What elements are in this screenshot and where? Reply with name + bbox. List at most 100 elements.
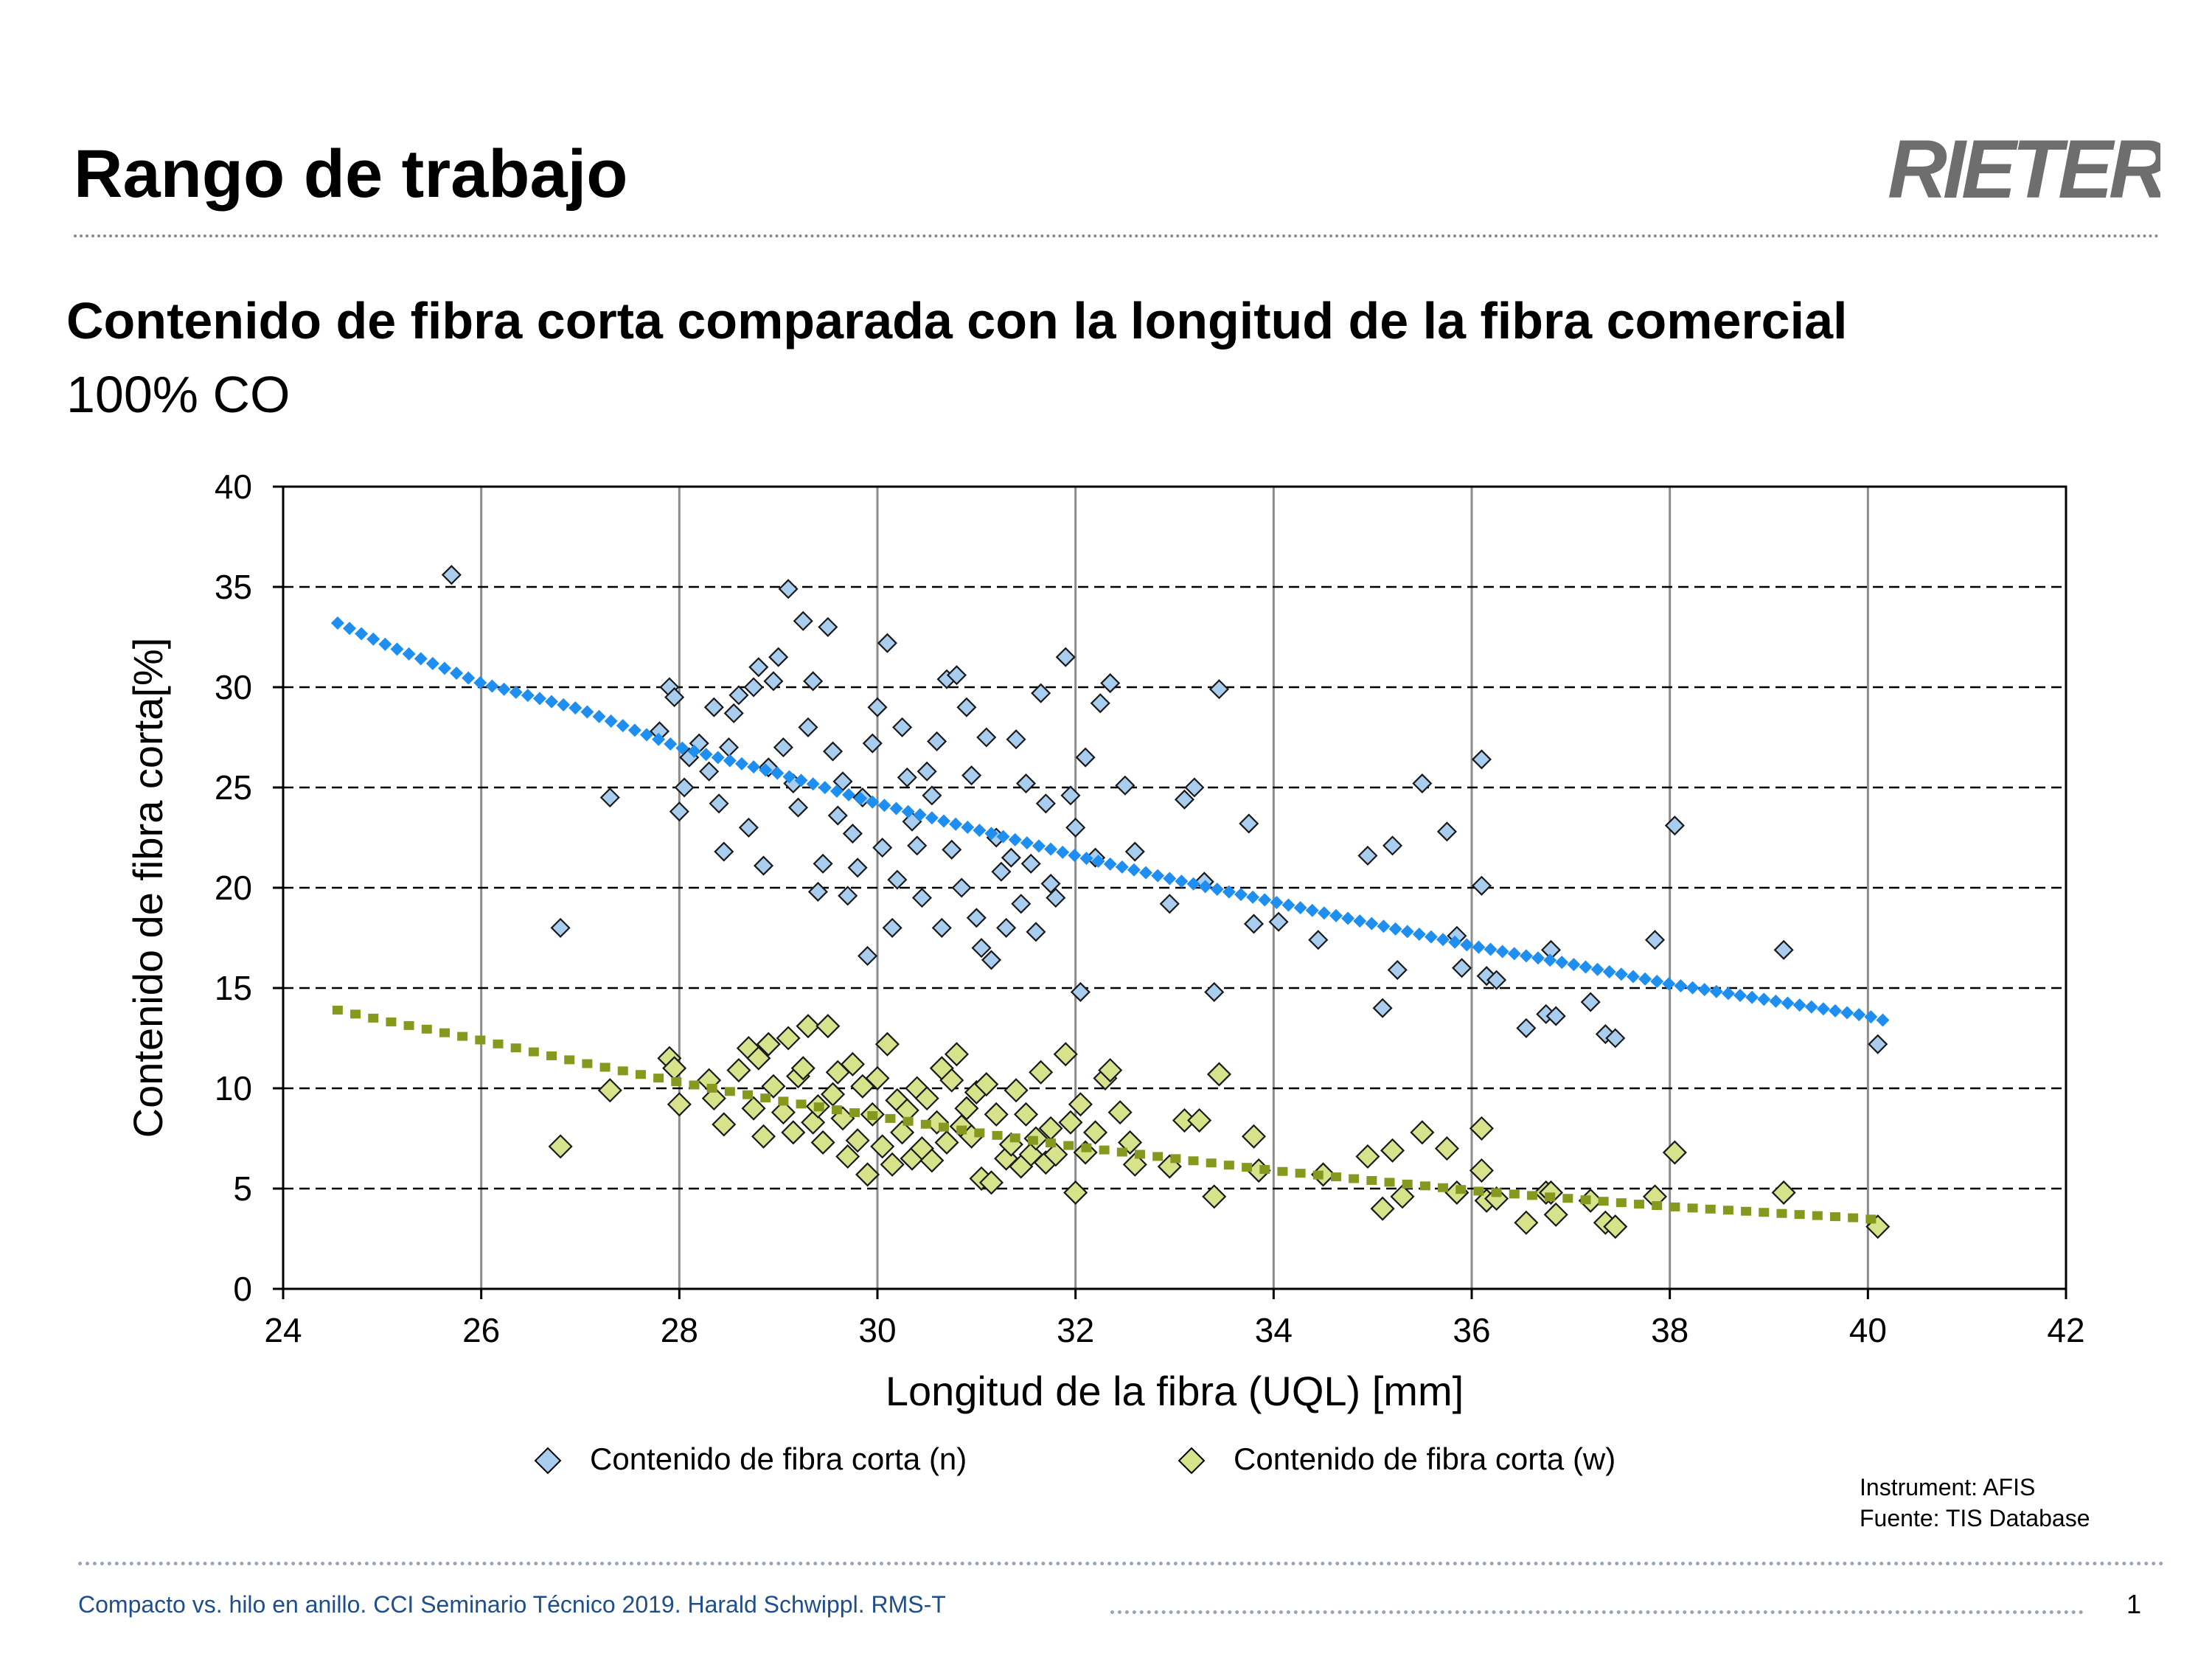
data-point-w — [751, 1124, 776, 1149]
trendline-n-marker — [866, 795, 880, 809]
trendline-n-marker — [1163, 872, 1177, 886]
data-point-n — [872, 838, 893, 858]
trendline-n-marker — [580, 705, 594, 719]
trendline-n-marker — [532, 692, 546, 706]
trendline-n-marker — [1448, 935, 1462, 949]
data-point-w — [1187, 1107, 1212, 1133]
data-point-n — [803, 671, 824, 692]
trendline-n-marker — [1186, 877, 1200, 891]
data-point-w — [914, 1086, 939, 1111]
trendline-w-marker — [350, 1009, 361, 1019]
trendline-n-marker — [1091, 854, 1105, 868]
trendline-w-marker — [1848, 1213, 1859, 1222]
trendline-n-marker — [1614, 967, 1628, 981]
data-point-w — [815, 1014, 841, 1039]
trendline-n-marker — [1329, 908, 1343, 922]
trendline-n-marker — [1103, 857, 1117, 871]
data-point-n — [813, 853, 833, 874]
data-point-n — [882, 917, 902, 938]
trendline-n-marker — [1495, 945, 1509, 959]
trendline-n-marker — [1246, 890, 1260, 904]
data-point-n — [838, 886, 858, 906]
data-point-w — [840, 1051, 865, 1077]
data-point-n — [599, 787, 620, 808]
data-point-n — [709, 793, 729, 814]
data-point-w — [1098, 1057, 1123, 1083]
data-point-w — [1206, 1062, 1232, 1087]
trendline-n-marker — [1674, 978, 1688, 992]
data-point-w — [1469, 1158, 1494, 1183]
instrument-note: Instrument: AFIS — [1860, 1474, 2036, 1500]
trendline-w-marker — [778, 1096, 789, 1106]
trendline-w-marker — [1259, 1165, 1270, 1175]
data-point-n — [858, 945, 878, 967]
trendline-w-marker — [1491, 1188, 1502, 1197]
data-point-w — [1771, 1180, 1796, 1205]
trendline-w-marker — [974, 1128, 985, 1138]
trendline-w-marker — [831, 1105, 842, 1115]
trendline-w-marker — [439, 1028, 450, 1037]
data-point-w — [1484, 1186, 1509, 1211]
trendline-w-marker — [1812, 1211, 1823, 1220]
trendline-w-marker — [332, 1005, 343, 1015]
data-point-n — [991, 861, 1012, 882]
trendline-n-marker — [497, 682, 511, 696]
trendline-n-marker — [473, 676, 487, 690]
data-point-n — [961, 765, 982, 786]
trendline-w-marker — [510, 1043, 521, 1053]
data-point-n — [1357, 845, 1378, 866]
trendline-w-marker — [1455, 1185, 1467, 1194]
trendline-w-marker — [386, 1017, 397, 1026]
trendline-n-marker — [1210, 882, 1224, 896]
trendline-w-marker — [1330, 1172, 1341, 1182]
data-point-n — [842, 824, 863, 844]
trendline-n-marker — [366, 632, 380, 646]
data-point-n — [976, 727, 997, 748]
trendline-w-marker — [1776, 1208, 1787, 1218]
trendline-n-marker — [1044, 842, 1058, 856]
trendline-n-marker — [627, 723, 641, 737]
trendline-n-marker — [1686, 981, 1700, 995]
trendline-n-marker — [1388, 922, 1402, 936]
trendline-n-marker — [1829, 1004, 1843, 1018]
trendline-w-marker — [653, 1074, 664, 1083]
data-point-n — [911, 888, 933, 908]
trendline-n-marker — [568, 701, 582, 715]
axes: 24 26 28 30 32 34 36 38 40 42 0 5 10 15 20 25 30 35 40 — [215, 467, 2085, 1349]
trendline-w-marker — [1152, 1152, 1164, 1161]
trendline-n-marker — [675, 741, 689, 755]
trendline-n-marker — [996, 830, 1010, 844]
trendline-w-marker — [1312, 1170, 1324, 1180]
x-tick-label: 36 — [1453, 1311, 1490, 1349]
data-point-w — [746, 1046, 771, 1071]
trendline-w-marker — [1099, 1145, 1110, 1155]
x-tick-label: 24 — [264, 1311, 302, 1349]
data-point-n — [1090, 693, 1110, 714]
y-axis-label: Contenido de fibra corta[%] — [125, 638, 171, 1138]
trendline-w-marker — [599, 1062, 611, 1072]
trendline-n-marker — [1020, 836, 1034, 850]
title-divider — [74, 234, 2160, 237]
trendline-n-marker — [1804, 1000, 1818, 1014]
trendline-n-marker — [437, 661, 451, 675]
data-point-n — [669, 801, 689, 822]
data-point-w — [741, 1096, 766, 1121]
data-point-n — [807, 881, 828, 902]
legend-label-w: Contenido de fibra corta (w) — [1234, 1441, 1616, 1476]
data-point-w — [810, 1130, 835, 1155]
trendline-w-marker — [1830, 1212, 1841, 1222]
data-point-w — [756, 1032, 781, 1057]
trendline-n-marker — [806, 777, 820, 791]
trendline-n-marker — [640, 728, 654, 742]
trendline-n-marker — [521, 689, 535, 703]
trendline-w-marker — [1722, 1206, 1733, 1215]
data-point-w — [939, 1068, 964, 1093]
data-point-n — [862, 733, 883, 754]
trendline-n-marker — [1377, 919, 1391, 933]
data-point-w — [845, 1128, 870, 1153]
data-point-n — [1031, 683, 1051, 703]
data-point-w — [984, 1102, 1009, 1127]
data-point-n — [922, 785, 942, 806]
trendline-n-marker — [1341, 911, 1355, 925]
trendline-w-marker — [617, 1066, 628, 1076]
